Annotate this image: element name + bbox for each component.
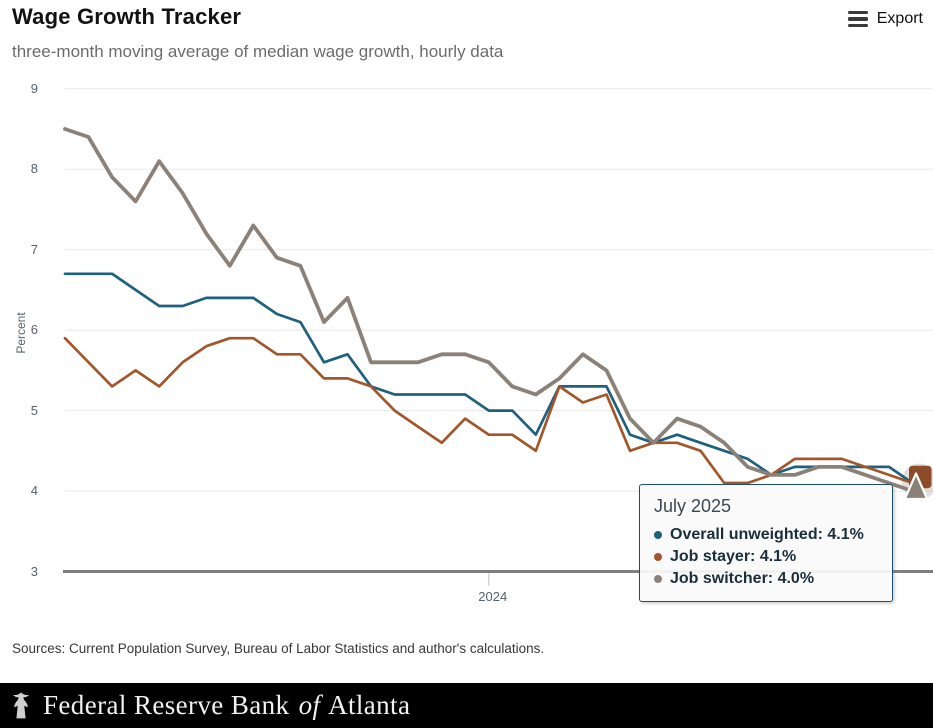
series-line-overall-unweighted[interactable] [63, 272, 914, 485]
tooltip-series-bullet-icon [654, 531, 662, 539]
tooltip-item: Overall unweighted: 4.1% [654, 524, 878, 546]
x-axis-tick-label: 2024 [478, 589, 508, 604]
footer-brand-of: of [298, 690, 321, 720]
tooltip-series-bullet-icon [654, 575, 662, 583]
y-axis-tick-label: 8 [30, 161, 38, 177]
y-axis-title: Percent [14, 312, 28, 354]
footer-brand-text: Federal Reserve Bank of Atlanta [43, 690, 410, 721]
tooltip-item-text: Job switcher: 4.0% [670, 570, 815, 587]
y-axis-tick-label: 4 [30, 483, 38, 499]
tooltip-item: Job stayer: 4.1% [654, 546, 878, 568]
y-axis-tick-label: 3 [30, 563, 38, 579]
end-marker-job-switcher-triangle [903, 472, 929, 501]
atlanta-fed-footer: Federal Reserve Bank of Atlanta [0, 683, 933, 728]
page-title: Wage Growth Tracker [12, 4, 242, 29]
hamburger-menu-icon[interactable] [847, 10, 868, 28]
tooltip-series-values: Overall unweighted: 4.1% Job stayer: 4.1%… [654, 524, 878, 590]
tooltip-date: July 2025 [654, 496, 732, 516]
footer-brand-prefix: Federal Reserve Bank [43, 690, 290, 720]
series-line-job-switcher[interactable] [63, 127, 915, 493]
chart-tooltip: July 2025 Overall unweighted: 4.1% Job st… [639, 484, 893, 602]
tooltip-series-bullet-icon [654, 553, 662, 561]
sources-note: Sources: Current Population Survey, Bure… [12, 641, 545, 656]
tooltip-item: Job switcher: 4.0% [654, 568, 878, 590]
y-axis-tick-label: 7 [30, 241, 38, 257]
export-button[interactable]: Export [847, 10, 923, 28]
tooltip-item-text: Overall unweighted: 4.1% [670, 526, 864, 543]
export-button-label: Export [876, 10, 923, 27]
footer-brand-suffix: Atlanta [328, 690, 411, 720]
y-axis-tick-label: 6 [30, 322, 38, 338]
y-axis-tick-label: 5 [30, 402, 38, 418]
y-axis-tick-label: 9 [30, 80, 38, 96]
tooltip-item-text: Job stayer: 4.1% [670, 548, 797, 565]
chart-subtitle: three-month moving average of median wag… [12, 42, 504, 61]
fed-eagle-logo-icon [12, 691, 30, 718]
